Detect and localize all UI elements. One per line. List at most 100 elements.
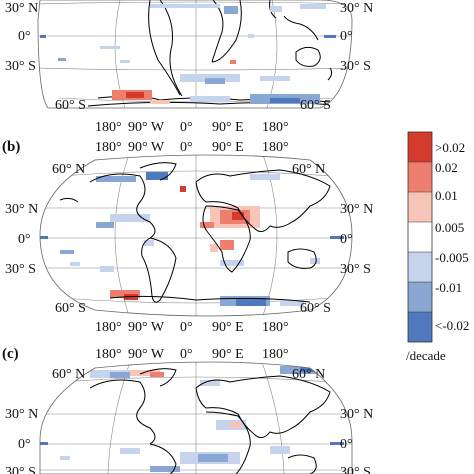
lat-label: 30° N — [340, 407, 373, 422]
lon-label: 90° W — [128, 120, 165, 135]
lat-label: 30° S — [5, 465, 36, 474]
north-america-coast — [89, 379, 156, 445]
lat-label: 30° N — [5, 1, 38, 16]
greenland-coast — [139, 162, 177, 181]
australia-coast — [287, 248, 317, 269]
lon-label: 90° W — [128, 347, 165, 362]
lon-label: 0° — [180, 347, 193, 362]
lat-label: 0° — [18, 437, 31, 452]
panel-c-lat-right: 60° N 30° N 0° 30° S — [292, 367, 373, 474]
lat-label: 30° S — [340, 262, 371, 277]
africa-coast — [202, 205, 251, 273]
coastlines — [59, 162, 331, 303]
graticule — [40, 362, 352, 474]
panel-c: (c) 180° 90° W 0° 90° E 180° — [2, 346, 373, 474]
colorbar-swatch-mid-neg — [408, 282, 432, 312]
lat-label: 30° S — [340, 465, 371, 474]
lon-label: 0° — [180, 140, 193, 155]
greenland-coast — [139, 368, 177, 387]
colorbar-swatch-strong-pos — [408, 132, 432, 162]
colorbar-label: 0.01 — [435, 188, 458, 203]
colorbar: >0.02 0.02 0.01 0.005 -0.005 -0.01 <-0.0… — [406, 131, 469, 363]
lon-label: 180° — [262, 347, 289, 362]
colorbar-label: 0.005 — [435, 220, 464, 235]
colorbar-frame — [407, 131, 433, 343]
lon-label: 90° W — [128, 140, 165, 155]
coastlines — [89, 368, 331, 474]
trend-patches — [40, 4, 336, 104]
lon-label: 0° — [180, 320, 193, 335]
lon-label: 90° E — [212, 347, 244, 362]
pacific-islands — [59, 197, 79, 203]
lon-label: 180° — [95, 120, 122, 135]
colorbar-unit: /decade — [406, 348, 446, 363]
lon-label: 180° — [262, 140, 289, 155]
lat-label: 0° — [340, 437, 353, 452]
lon-label: 90° E — [212, 120, 244, 135]
panel-b-map — [40, 155, 352, 316]
panel-b-lat-right: 60° N 30° N 0° 30° S 60° S — [292, 162, 373, 316]
lon-label: 90° E — [212, 320, 244, 335]
lat-label: 30° N — [5, 407, 38, 422]
lat-label: 60° N — [292, 162, 325, 177]
panel-a-border — [37, 0, 353, 109]
south-america-coast — [148, 0, 181, 96]
colorbar-swatch-mid-pos — [408, 162, 432, 192]
lat-label: 0° — [340, 29, 353, 44]
lon-label: 90° E — [212, 140, 244, 155]
panel-a-lat-right: 30° N 0° 30° S 60° S — [300, 1, 373, 113]
colorbar-swatch-light-pos — [408, 192, 432, 222]
lat-label: 60° S — [55, 98, 86, 113]
lon-label: 180° — [95, 320, 122, 335]
south-america-coast — [141, 237, 177, 303]
lon-label: 180° — [95, 347, 122, 362]
panel-c-border — [39, 361, 353, 474]
lon-label: 90° W — [128, 320, 165, 335]
eurasia-coast — [195, 169, 331, 232]
lat-label: 30° N — [5, 202, 38, 217]
lat-label: 60° S — [55, 301, 86, 316]
panel-a-lat-left: 30° N 0° 30° S 60° S — [5, 1, 86, 113]
lat-label: 30° S — [340, 59, 371, 74]
lon-label: 180° — [262, 320, 289, 335]
lat-label: 0° — [18, 29, 31, 44]
colorbar-label: -0.005 — [435, 250, 469, 265]
panel-b-lon-top: 180° 90° W 0° 90° E 180° — [95, 140, 289, 155]
lon-label: 180° — [95, 140, 122, 155]
lat-label: 60° N — [52, 162, 85, 177]
lat-label: 0° — [18, 232, 31, 247]
panel-b: (b) 180° 90° W 0° 90° E 180° — [2, 139, 373, 335]
lon-label: 0° — [180, 120, 193, 135]
north-america-coast — [89, 173, 156, 239]
panel-a-map — [38, 0, 352, 108]
colorbar-swatch-neutral — [408, 222, 432, 252]
lat-label: 30° S — [5, 59, 36, 74]
lat-label: 30° N — [340, 202, 373, 217]
africa-coast — [211, 0, 224, 63]
australia-coast — [295, 46, 321, 67]
panel-label: (b) — [2, 139, 20, 155]
panel-c-lat-left: 60° N 30° N 0° 30° S — [5, 367, 85, 474]
colorbar-swatch-light-neg — [408, 252, 432, 282]
lat-label: 30° N — [340, 1, 373, 16]
panel-b-border — [39, 154, 353, 317]
lat-label: 60° N — [52, 367, 85, 382]
antarctica-coast — [109, 295, 311, 303]
panel-a: 30° N 0° 30° S 60° S 30° N 0° 30° S 60° … — [5, 0, 373, 135]
lat-label: 0° — [340, 232, 353, 247]
panel-a-lon-bottom: 180° 90° W 0° 90° E 180° — [95, 120, 289, 135]
lat-label: 60° S — [300, 98, 331, 113]
colorbar-label: <-0.02 — [435, 318, 469, 333]
panel-c-lon-top: 180° 90° W 0° 90° E 180° — [95, 347, 289, 362]
colorbar-swatch-strong-neg — [408, 312, 432, 342]
colorbar-label: 0.02 — [435, 160, 458, 175]
australia-coast — [287, 454, 317, 474]
panel-b-lon-bottom: 180° 90° W 0° 90° E 180° — [95, 320, 289, 335]
lat-label: 60° S — [300, 301, 331, 316]
colorbar-label: -0.01 — [435, 280, 462, 295]
africa-coast — [205, 411, 251, 474]
lat-label: 30° S — [5, 262, 36, 277]
eurasia-coast — [195, 375, 331, 438]
south-america-coast — [149, 443, 177, 474]
